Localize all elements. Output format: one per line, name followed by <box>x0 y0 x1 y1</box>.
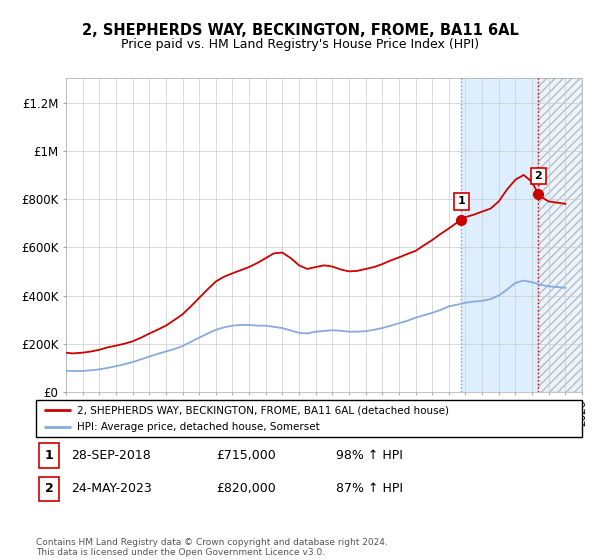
FancyBboxPatch shape <box>39 477 59 501</box>
Text: 2: 2 <box>45 482 53 495</box>
Bar <box>538 78 582 392</box>
Text: £820,000: £820,000 <box>216 482 276 495</box>
Text: 1: 1 <box>457 197 465 207</box>
Bar <box>538 78 582 392</box>
Bar <box>461 78 538 392</box>
Text: Price paid vs. HM Land Registry's House Price Index (HPI): Price paid vs. HM Land Registry's House … <box>121 38 479 52</box>
Text: Contains HM Land Registry data © Crown copyright and database right 2024.
This d: Contains HM Land Registry data © Crown c… <box>36 538 388 557</box>
Text: HPI: Average price, detached house, Somerset: HPI: Average price, detached house, Some… <box>77 422 320 432</box>
Text: 2: 2 <box>535 171 542 181</box>
Text: 24-MAY-2023: 24-MAY-2023 <box>71 482 152 495</box>
Text: £715,000: £715,000 <box>216 449 276 462</box>
Text: 2, SHEPHERDS WAY, BECKINGTON, FROME, BA11 6AL (detached house): 2, SHEPHERDS WAY, BECKINGTON, FROME, BA1… <box>77 405 449 415</box>
Text: 28-SEP-2018: 28-SEP-2018 <box>71 449 151 462</box>
Text: 98% ↑ HPI: 98% ↑ HPI <box>337 449 403 462</box>
Text: 1: 1 <box>45 449 53 462</box>
Text: 87% ↑ HPI: 87% ↑ HPI <box>337 482 403 495</box>
Text: 2, SHEPHERDS WAY, BECKINGTON, FROME, BA11 6AL: 2, SHEPHERDS WAY, BECKINGTON, FROME, BA1… <box>82 24 518 38</box>
FancyBboxPatch shape <box>39 443 59 468</box>
